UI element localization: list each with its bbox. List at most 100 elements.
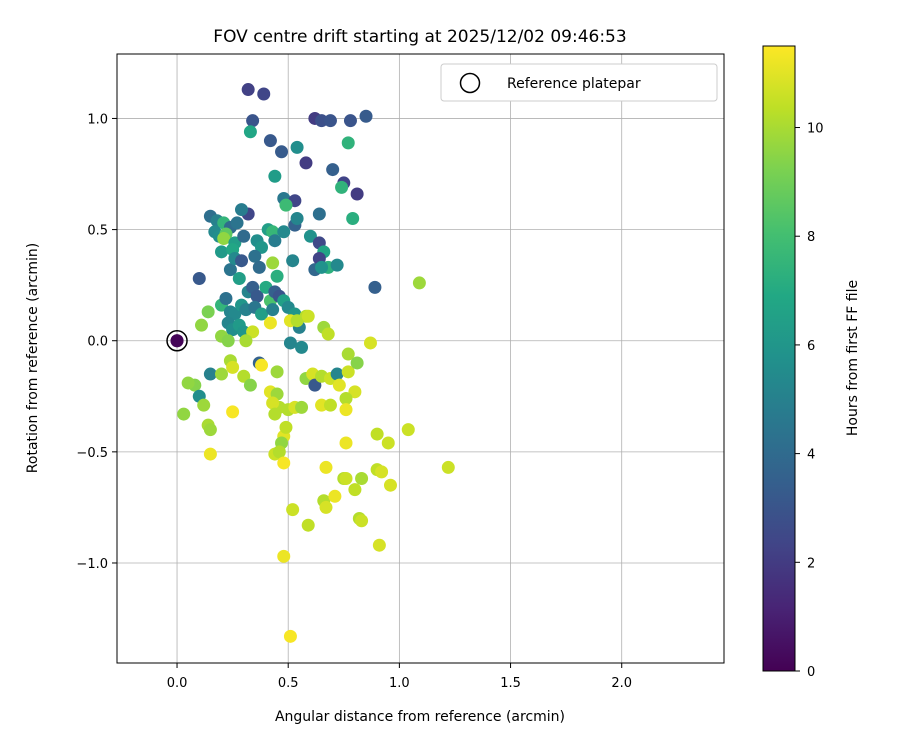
data-point: [375, 465, 389, 479]
x-tick-label: 1.0: [389, 676, 410, 691]
data-point: [197, 398, 211, 412]
reference-ring: [166, 329, 188, 352]
data-point: [230, 216, 244, 230]
data-point: [219, 291, 233, 305]
data-point: [321, 327, 335, 341]
data-point: [332, 378, 346, 392]
data-point: [303, 229, 317, 243]
data-point: [246, 114, 260, 128]
data-point: [255, 307, 269, 321]
data-point: [295, 400, 309, 414]
colorbar-tick-label: 4: [807, 448, 815, 463]
colorbar-tick-label: 0: [807, 665, 815, 680]
data-point: [355, 472, 369, 486]
data-point: [243, 125, 257, 139]
legend-box: [440, 63, 718, 102]
data-point: [339, 403, 353, 417]
x-tick-label: 2.0: [611, 676, 632, 691]
data-point: [339, 392, 353, 406]
x-tick-label: 0.0: [167, 676, 188, 691]
data-point: [315, 398, 329, 412]
y-axis-label: Rotation from reference (arcmin): [25, 243, 41, 473]
data-point: [312, 207, 326, 221]
y-tick-label: −1.0: [76, 557, 108, 572]
y-tick-label: 0.0: [87, 335, 108, 350]
data-point: [346, 211, 360, 225]
colorbar-gradient: [762, 45, 796, 672]
data-point: [295, 340, 309, 354]
data-point: [243, 378, 257, 392]
data-point: [266, 256, 280, 270]
data-point: [315, 260, 329, 274]
x-axis-ticks: 0.0 0.5 1.0 1.5 2.0: [167, 663, 632, 691]
data-point: [290, 211, 304, 225]
data-point: [203, 447, 217, 461]
data-point: [268, 234, 282, 248]
reference-point: [170, 334, 184, 348]
data-point: [348, 483, 362, 497]
data-point: [217, 231, 231, 245]
data-point: [323, 114, 337, 128]
data-point: [272, 445, 286, 459]
data-point: [355, 514, 369, 528]
data-point: [283, 336, 297, 350]
data-point: [255, 358, 269, 372]
data-point: [181, 376, 195, 390]
data-point: [201, 305, 215, 319]
plot-frame: [116, 53, 725, 664]
data-point: [255, 240, 269, 254]
data-point: [341, 347, 355, 361]
data-point: [277, 456, 291, 470]
data-point: [381, 436, 395, 450]
data-point: [286, 254, 300, 268]
data-point: [301, 309, 315, 323]
data-point: [215, 245, 229, 259]
data-point: [246, 325, 260, 339]
data-point: [401, 423, 415, 437]
data-point: [339, 472, 353, 486]
data-point: [250, 289, 264, 303]
data-point: [277, 225, 291, 239]
data-point: [315, 114, 329, 128]
colorbar-ticks: 0 2 4 6 8 10: [795, 122, 824, 680]
legend-reference-marker: [459, 72, 481, 94]
colorbar-tick-label: 10: [807, 122, 824, 137]
data-point: [328, 489, 342, 503]
data-point: [275, 145, 289, 159]
x-tick-label: 0.5: [278, 676, 299, 691]
data-point: [350, 187, 364, 201]
colorbar: 0 2 4 6 8 10 Hours from first FF file: [762, 45, 861, 680]
data-point: [279, 198, 293, 212]
data-point: [232, 271, 246, 285]
y-tick-label: 0.5: [87, 224, 108, 239]
data-point: [341, 136, 355, 150]
data-point: [235, 254, 249, 268]
data-point: [252, 260, 266, 274]
data-point: [370, 427, 384, 441]
data-point: [412, 276, 426, 290]
data-point: [215, 367, 229, 381]
colorbar-tick-label: 6: [807, 339, 815, 354]
data-point: [330, 258, 344, 272]
data-point: [237, 369, 251, 383]
data-point: [368, 280, 382, 294]
colorbar-tick-label: 8: [807, 230, 815, 245]
chart-title: FOV centre drift starting at 2025/12/02 …: [213, 27, 626, 47]
data-point: [277, 549, 291, 563]
data-point: [228, 307, 242, 321]
data-point: [266, 303, 280, 317]
data-point: [263, 134, 277, 148]
data-point: [383, 478, 397, 492]
data-point: [372, 538, 386, 552]
data-point: [241, 83, 255, 97]
data-point: [339, 436, 353, 450]
data-point: [326, 163, 340, 177]
data-point: [203, 423, 217, 437]
legend-label: Reference platepar: [507, 76, 641, 92]
data-point: [192, 271, 206, 285]
data-point: [223, 263, 237, 277]
y-tick-label: 1.0: [87, 112, 108, 127]
data-point: [237, 229, 251, 243]
x-tick-label: 1.5: [500, 676, 521, 691]
